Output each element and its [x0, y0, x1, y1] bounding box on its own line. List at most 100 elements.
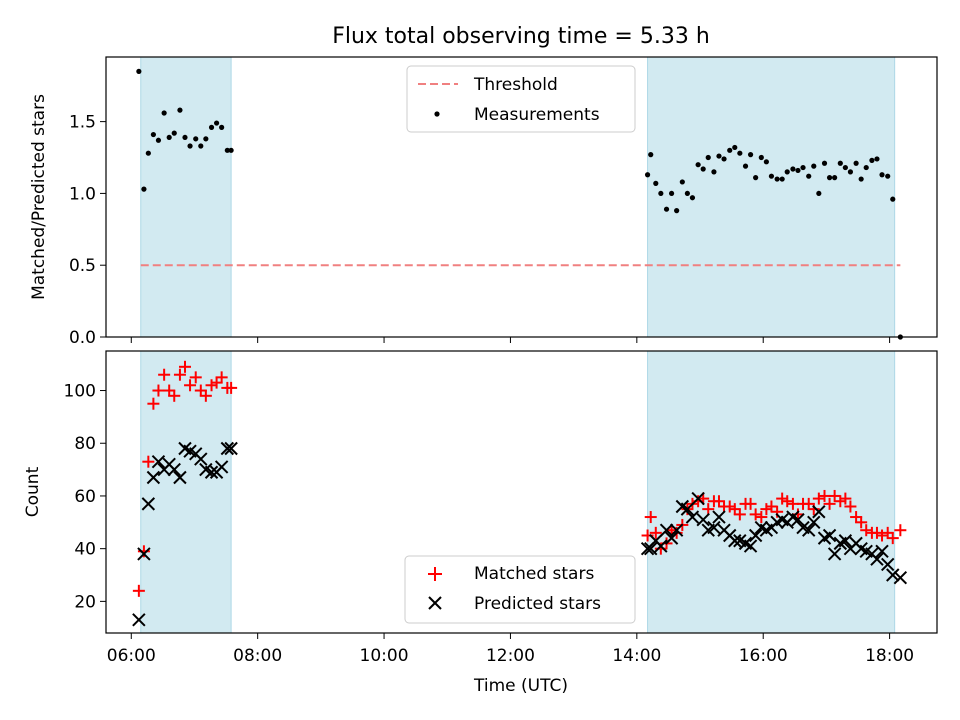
predicted-star-point	[220, 441, 235, 456]
matched-star-point	[744, 497, 757, 510]
measurement-point	[847, 169, 854, 175]
measurement-point	[727, 147, 733, 153]
predicted-star-point	[802, 523, 816, 537]
observing-window-2	[647, 350, 896, 634]
matched-star-point	[834, 495, 847, 508]
matched-star-point	[749, 508, 762, 521]
measurement-point	[869, 157, 875, 163]
measurement-point	[219, 124, 225, 130]
measurement-point	[700, 166, 706, 172]
y-tick-label: 0.0	[69, 328, 96, 348]
matched-star-point	[886, 532, 899, 545]
matched-star-point	[163, 384, 176, 397]
legend-threshold-label: Threshold	[473, 75, 558, 95]
top-panel: 0.0 0.5 1.0 1.5 Matched/Predicted stars Thr…	[29, 56, 938, 348]
measurement-point	[811, 163, 817, 169]
measurement-point	[208, 124, 215, 130]
measurement-point	[674, 208, 680, 214]
measurement-point	[826, 175, 833, 181]
predicted-star-point	[659, 523, 674, 537]
measurement-point	[874, 156, 880, 162]
measurement-point	[695, 162, 701, 168]
matched-star-point	[828, 489, 841, 502]
predicted-star-point	[214, 460, 229, 474]
predicted-star-point	[870, 552, 884, 566]
measurement-point	[837, 160, 843, 166]
measurement-point	[784, 169, 790, 175]
legend-matched-label: Matched stars	[474, 564, 594, 584]
measurement-point	[658, 190, 664, 197]
measurement-point	[193, 136, 199, 142]
predicted-star-point	[838, 534, 853, 548]
matched-star-point	[870, 526, 883, 539]
measurement-point	[182, 134, 188, 141]
matched-star-point	[173, 368, 186, 381]
measurement-point	[853, 160, 859, 166]
measurement-point	[161, 110, 167, 116]
matched-star-point	[189, 371, 202, 384]
predicted-star-point	[654, 539, 668, 553]
predicted-star-point	[743, 539, 758, 553]
predicted-star-point	[712, 510, 726, 524]
measurement-point	[758, 154, 764, 161]
predicted-star-point	[807, 515, 821, 530]
predicted-star-point	[685, 510, 700, 524]
observing-window-2	[647, 56, 896, 338]
bottom-panel-frame	[105, 350, 938, 634]
predicted-star-point	[812, 505, 826, 519]
measurement-point	[821, 160, 828, 166]
matched-star-point	[894, 524, 907, 537]
measurement-point	[171, 130, 177, 136]
matched-star-point	[132, 584, 145, 597]
measurement-point	[721, 156, 727, 162]
predicted-star-point	[132, 613, 146, 627]
matched-star-point	[147, 397, 160, 410]
predicted-star-point	[137, 547, 151, 561]
predicted-star-point	[728, 534, 742, 548]
top-panel-frame	[105, 56, 938, 338]
legend-predicted-swatch	[428, 596, 442, 610]
bottom-panel: 20 40 60 80 100 Count 06:00 08:00 10:00 12:00 14…	[23, 350, 938, 696]
matched-star-point	[876, 529, 889, 542]
measurement-point	[806, 173, 812, 179]
matched-star-point	[142, 455, 155, 468]
measurement-point	[732, 144, 738, 151]
predicted-star-point	[167, 462, 181, 477]
measurement-point	[858, 176, 864, 182]
matched-star-point	[184, 379, 197, 392]
matched-star-point	[818, 489, 831, 502]
matched-star-point	[649, 526, 662, 539]
measurement-point	[774, 176, 780, 182]
top-legend: Threshold Measurements	[406, 65, 636, 133]
measurement-point	[705, 154, 711, 161]
measurement-point	[716, 153, 722, 159]
measurement-point	[228, 147, 234, 153]
matched-star-point	[760, 503, 773, 516]
measurement-point	[800, 164, 806, 171]
x-tick-label: 16:00	[739, 646, 788, 666]
measurement-point	[668, 190, 675, 197]
measurement-point	[879, 172, 885, 178]
matched-star-point	[178, 360, 191, 373]
predicted-star-point	[691, 491, 705, 506]
top-panel-ylabel: Matched/Predicted stars	[29, 94, 49, 300]
matched-star-point	[194, 384, 207, 397]
matched-star-point	[776, 492, 789, 505]
y-tick-label: 1.5	[69, 113, 96, 133]
x-tick-label: 18:00	[865, 646, 914, 666]
matched-star-point	[152, 384, 165, 397]
x-tick-label: 08:00	[233, 646, 282, 666]
matched-star-point	[702, 503, 715, 516]
measurement-point	[145, 150, 151, 156]
measurement-point	[648, 152, 654, 158]
measurement-point	[136, 68, 142, 74]
legend-predicted-label: Predicted stars	[474, 594, 601, 614]
y-tick-label: 20	[74, 592, 96, 612]
predicted-star-point	[893, 570, 908, 585]
y-tick-label: 100	[64, 382, 96, 402]
legend-measurements-swatch	[434, 111, 440, 117]
measurement-point	[679, 179, 685, 185]
matched-star-point	[786, 497, 799, 510]
predicted-star-point	[224, 441, 238, 456]
matched-star-point	[807, 503, 820, 516]
